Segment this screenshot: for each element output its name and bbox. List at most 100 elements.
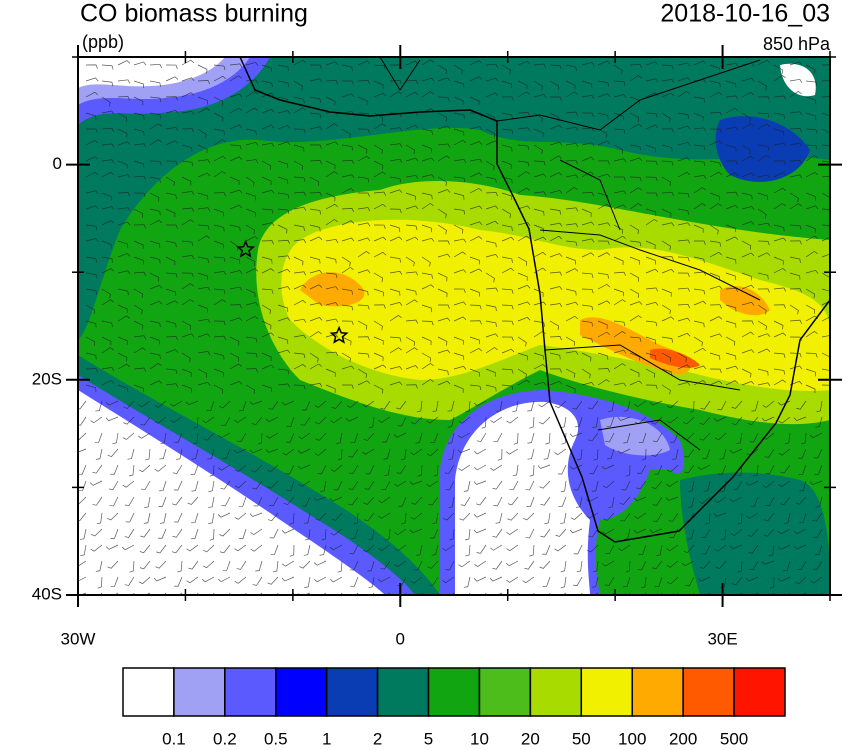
wind-barb	[821, 128, 830, 134]
wind-barb	[394, 560, 407, 568]
wind-barb	[629, 315, 642, 322]
wind-barb	[549, 303, 563, 308]
colorbar-box	[580, 667, 633, 717]
wind-barb	[597, 240, 610, 245]
wind-barb	[593, 448, 599, 461]
wind-barb	[213, 335, 227, 340]
wind-barb	[741, 380, 755, 386]
wind-barb	[373, 160, 384, 170]
colorbar-label: 5	[424, 729, 433, 748]
wind-barb	[149, 96, 162, 102]
wind-barb	[357, 336, 370, 341]
wind-barb	[325, 333, 339, 338]
wind-barb	[453, 251, 466, 258]
wind-barb	[325, 123, 338, 130]
wind-barb	[565, 350, 579, 355]
wind-barb	[588, 400, 599, 410]
wind-barb	[661, 112, 671, 123]
wind-barb	[181, 128, 194, 133]
wind-barb	[565, 268, 579, 274]
wind-barb	[597, 252, 611, 258]
wind-barb	[341, 365, 355, 370]
wind-barb	[197, 64, 208, 74]
wind-barb	[172, 528, 183, 538]
wind-barb	[661, 176, 672, 187]
wind-barb	[805, 205, 819, 210]
wind-barb	[581, 304, 594, 311]
wind-barb	[197, 235, 210, 242]
wind-barb	[762, 400, 775, 408]
wind-barb	[789, 128, 802, 133]
wind-barb	[78, 512, 87, 522]
wind-barb	[805, 269, 819, 274]
wind-barb	[666, 464, 679, 473]
site-marker	[329, 325, 349, 344]
wind-barb	[357, 288, 369, 296]
wind-barb	[85, 304, 96, 314]
wind-barb	[362, 400, 375, 408]
wind-barb	[586, 512, 599, 519]
wind-barb	[249, 448, 263, 454]
wind-barb	[154, 464, 167, 472]
wind-barb	[517, 222, 531, 227]
wind-barb	[405, 157, 419, 162]
wind-barb	[421, 174, 435, 179]
wind-barb	[778, 480, 791, 488]
colorbar-box	[275, 667, 328, 717]
colorbar-label: 0.5	[264, 729, 288, 748]
wind-barb	[773, 379, 786, 386]
wind-barb	[533, 208, 545, 216]
wind-barb	[645, 352, 657, 360]
wind-barb	[208, 496, 215, 508]
wind-barb	[533, 224, 544, 233]
wind-barb	[428, 576, 439, 586]
wind-barb	[747, 416, 759, 426]
wind-barb	[283, 496, 295, 505]
wind-barb	[469, 288, 480, 297]
wind-barb	[485, 304, 497, 312]
wind-barb	[341, 336, 352, 346]
wind-barb	[645, 268, 659, 274]
wind-barb	[341, 288, 353, 295]
wind-barb	[638, 432, 647, 444]
wind-barb	[268, 400, 279, 410]
wind-barb	[821, 368, 830, 371]
wind-barb	[554, 448, 567, 456]
wind-barb	[293, 299, 307, 306]
wind-barb	[105, 416, 119, 422]
wind-barb	[533, 128, 544, 137]
wind-barb	[293, 284, 307, 290]
wind-barb	[133, 256, 144, 265]
wind-barb	[821, 300, 830, 306]
wind-barb	[581, 238, 595, 243]
wind-barb	[101, 96, 111, 107]
wind-barb	[341, 188, 355, 194]
wind-barb	[117, 288, 129, 296]
wind-barb	[549, 336, 562, 341]
wind-barb	[821, 272, 830, 282]
wind-barb	[699, 416, 711, 425]
wind-barb	[139, 544, 151, 554]
wind-barb	[101, 206, 115, 211]
wind-barb	[357, 96, 368, 105]
wind-barb	[337, 448, 343, 461]
wind-barb	[394, 528, 407, 536]
wind-barb	[309, 236, 323, 242]
wind-barb	[757, 208, 767, 219]
wind-barb	[613, 112, 624, 121]
wind-barb	[560, 560, 567, 573]
wind-barb	[821, 208, 830, 210]
wind-barb	[165, 76, 179, 82]
wind-barb	[277, 110, 291, 115]
wind-barb	[815, 416, 823, 428]
wind-barb	[188, 560, 199, 570]
wind-barb	[165, 320, 177, 328]
wind-barb	[145, 448, 151, 461]
wind-barb	[524, 560, 535, 570]
wind-barb	[634, 400, 647, 408]
wind-barb	[453, 316, 467, 322]
wind-barb	[165, 368, 178, 374]
wind-barb	[325, 219, 338, 226]
wind-barb	[736, 464, 743, 477]
wind-barb	[362, 544, 375, 553]
